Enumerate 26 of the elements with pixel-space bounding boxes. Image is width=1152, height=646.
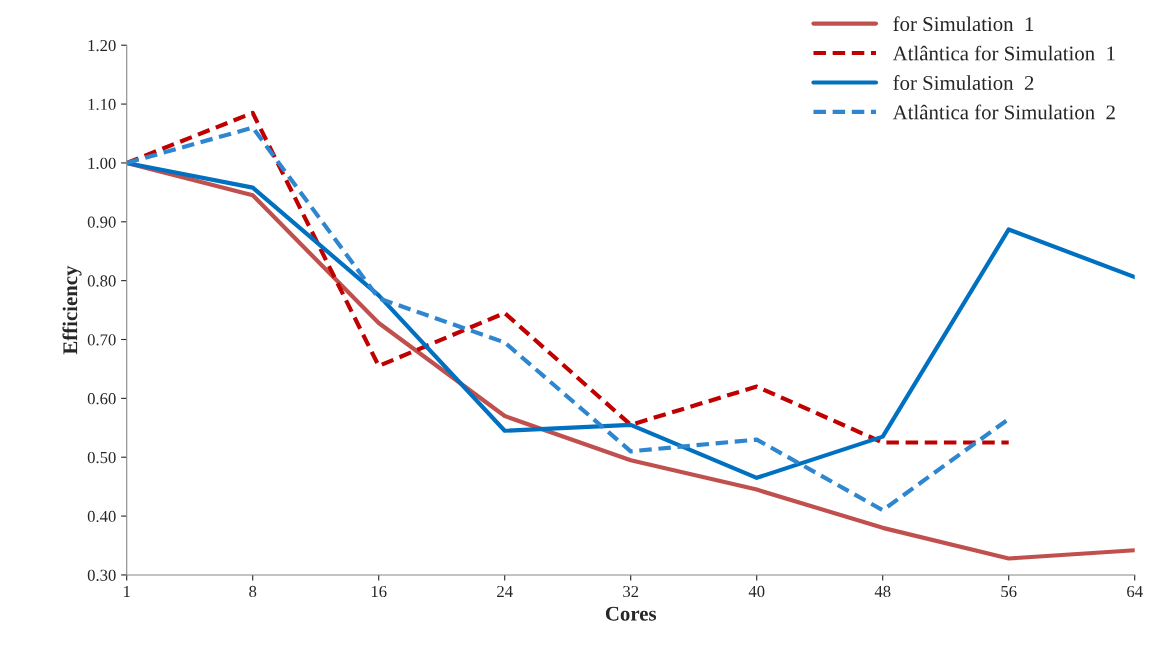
legend-label: for Simulation 2 xyxy=(893,75,1034,90)
x-tick-label: 56 xyxy=(1001,585,1017,598)
x-tick-label: 48 xyxy=(874,585,891,598)
y-tick-label: 0.60 xyxy=(87,393,116,405)
x-tick-label: 1 xyxy=(124,585,130,597)
y-tick-label: 0.90 xyxy=(87,216,116,228)
line-series xyxy=(126,160,1135,480)
x-axis-title: Cores xyxy=(605,606,657,621)
x-tick-label: 32 xyxy=(623,585,639,598)
y-tick-label: 1.00 xyxy=(88,157,116,169)
legend-label: for Simulation 1 xyxy=(893,16,1034,32)
y-tick-label: 0.80 xyxy=(87,275,116,287)
x-tick-label: 8 xyxy=(249,585,257,598)
x-tick-label: 64 xyxy=(1127,585,1143,598)
y-tick-label: 0.50 xyxy=(87,451,116,464)
y-tick-label: 1.10 xyxy=(88,98,116,111)
x-tick-label: 16 xyxy=(371,585,387,598)
legend-label: Atlântica for Simulation 2 xyxy=(892,104,1115,120)
y-tick-label: 0.40 xyxy=(87,510,116,523)
x-tick-label: 24 xyxy=(497,585,513,597)
y-tick-label: 0.30 xyxy=(87,569,116,581)
legend-label: Atlântica for Simulation 1 xyxy=(892,45,1115,61)
y-tick-label: 1.20 xyxy=(88,39,116,52)
y-axis-title: Efficiency xyxy=(62,265,82,355)
y-tick-label: 0.70 xyxy=(87,334,116,346)
x-tick-label: 40 xyxy=(748,585,765,598)
